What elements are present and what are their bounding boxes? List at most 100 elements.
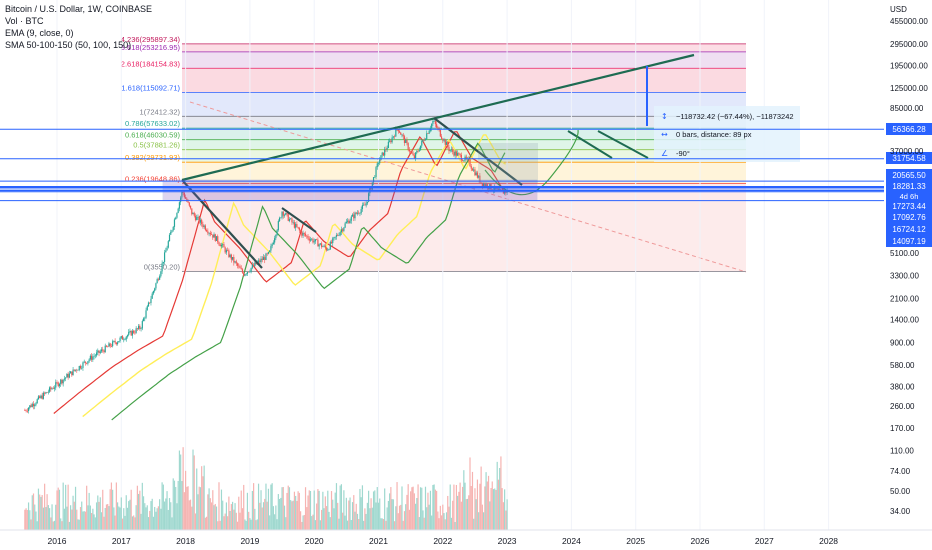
moving-averages xyxy=(53,131,507,421)
volume-bar xyxy=(297,491,299,530)
volume-bar xyxy=(55,504,57,530)
volume-bar xyxy=(40,496,42,530)
volume-bar xyxy=(405,504,407,530)
fib-level-label: 4.236(295897.34) xyxy=(121,35,181,44)
volume-bar xyxy=(356,513,359,530)
volume-bar xyxy=(244,519,246,530)
volume-bar xyxy=(358,518,360,530)
volume-bar xyxy=(334,492,336,530)
candle-body xyxy=(230,254,232,260)
volume-bar xyxy=(146,505,148,530)
volume-bar xyxy=(345,497,347,530)
volume-bar xyxy=(381,518,383,530)
candle-body xyxy=(401,134,403,136)
volume-bar xyxy=(163,501,166,530)
candle-body xyxy=(437,127,439,129)
volume-bar xyxy=(178,450,181,530)
symbol-title[interactable]: Bitcoin / U.S. Dollar, 1W, COINBASE xyxy=(5,4,153,14)
candle-body xyxy=(215,236,218,241)
volume-bar xyxy=(91,512,93,530)
volume-bar xyxy=(37,488,40,530)
candle-body xyxy=(439,129,441,137)
candle-body xyxy=(424,138,427,141)
candle-body xyxy=(251,264,253,268)
volume-bar xyxy=(416,498,418,530)
volume-bar xyxy=(393,521,396,530)
time-tick-label: 2028 xyxy=(819,536,838,546)
volume-bar xyxy=(385,520,387,530)
candle-body xyxy=(162,261,164,264)
volume-bar xyxy=(397,513,399,530)
candle-body xyxy=(130,330,132,336)
time-axis[interactable]: 2016 2017 2018 2019 2020 2021 2022 2023 2024 2025… xyxy=(0,529,932,546)
candle-body xyxy=(65,377,67,379)
volume-bar xyxy=(202,476,204,530)
volume-bar xyxy=(79,507,82,530)
volume-bar xyxy=(275,505,277,530)
volume-bar xyxy=(206,516,208,530)
candle-body xyxy=(112,341,114,347)
candle-body xyxy=(469,159,471,167)
candle-body xyxy=(84,361,87,363)
volume-bar xyxy=(449,484,451,530)
volume-bar xyxy=(121,518,124,530)
volume-bars xyxy=(24,447,508,530)
volume-bar xyxy=(489,501,491,530)
candle-body xyxy=(70,371,72,374)
volume-bar xyxy=(304,487,307,530)
volume-bar xyxy=(114,515,116,530)
volume-indicator-label[interactable]: Vol · BTC xyxy=(5,16,44,26)
volume-bar xyxy=(246,492,249,530)
candle-body xyxy=(282,211,284,216)
price-tick-label: 110.00 xyxy=(890,447,914,456)
candle-body xyxy=(440,136,443,139)
candle-body xyxy=(73,369,75,371)
candle-body xyxy=(474,169,476,176)
candle-body xyxy=(236,263,239,266)
candle-body xyxy=(210,234,213,235)
hline-price-tag xyxy=(886,200,932,212)
volume-bar xyxy=(192,449,194,530)
volume-bar xyxy=(406,494,408,530)
candle-body xyxy=(327,249,329,251)
candle-body xyxy=(89,355,91,360)
candle-body xyxy=(368,193,370,202)
candle-body xyxy=(37,396,40,400)
candle-body xyxy=(339,232,341,236)
volume-bar xyxy=(159,499,161,530)
candle-body xyxy=(149,302,151,304)
candle-body xyxy=(333,237,335,239)
volume-bar xyxy=(236,521,239,530)
candle-body xyxy=(136,328,138,329)
volume-bar xyxy=(241,508,244,530)
candle-body xyxy=(79,365,82,369)
volume-bar xyxy=(63,508,66,530)
volume-bar xyxy=(306,507,308,530)
volume-bar xyxy=(119,507,121,530)
candle-body xyxy=(25,410,27,412)
candle-body xyxy=(311,238,313,240)
volume-bar xyxy=(335,483,338,530)
volume-bar xyxy=(144,503,146,530)
volume-bar xyxy=(113,507,115,530)
candle-body xyxy=(434,120,436,125)
fib-level-label: 0.382(29731.93) xyxy=(125,153,181,162)
volume-bar xyxy=(302,515,304,530)
price-axis[interactable]: USD 455000.00 295000.00 195000.00 125000.00 8… xyxy=(884,0,932,530)
volume-bar xyxy=(355,503,357,530)
candle-body xyxy=(166,247,168,251)
hline-price-tag xyxy=(886,223,932,235)
ema-indicator-label[interactable]: EMA (9, close, 0) xyxy=(5,28,74,38)
volume-bar xyxy=(108,506,110,530)
candle-body xyxy=(392,136,394,138)
volume-bar xyxy=(175,486,177,530)
volume-bar xyxy=(87,505,89,530)
candle-body xyxy=(29,405,31,408)
sma-indicator-label[interactable]: SMA 50-100-150 (50, 100, 150) xyxy=(5,40,132,50)
volume-bar xyxy=(342,512,344,530)
volume-bar xyxy=(491,481,493,530)
candle-body xyxy=(134,332,136,334)
candle-body xyxy=(91,355,93,360)
volume-bar xyxy=(453,484,455,530)
